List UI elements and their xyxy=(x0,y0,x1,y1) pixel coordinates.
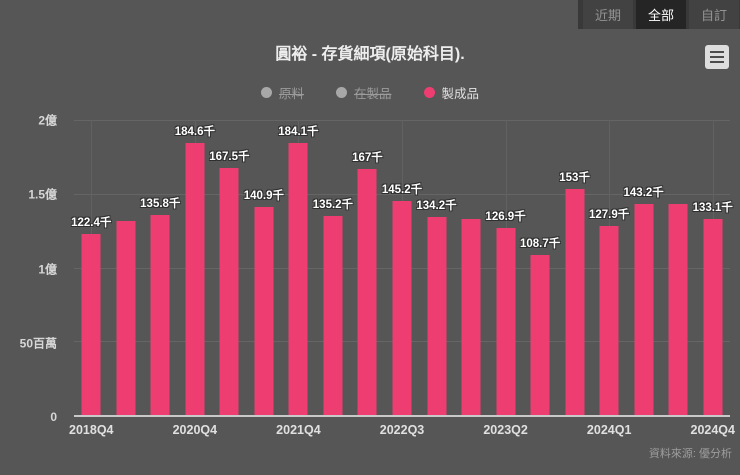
bar-slot xyxy=(661,120,696,415)
bar-value-label: 134.2千 xyxy=(416,200,457,213)
bar[interactable] xyxy=(219,167,239,415)
range-button-custom[interactable]: 自訂 xyxy=(688,0,739,29)
y-tick-label: 0 xyxy=(50,410,57,424)
x-axis: 2018Q4 2020Q4 2021Q4 2022Q3 2023Q2 2024Q1 2024… xyxy=(69,423,735,441)
source-credit: 資料來源: 優分析 xyxy=(648,448,732,460)
x-tick-label: 2021Q4 xyxy=(276,423,321,437)
bar-slot: 135.8千 xyxy=(140,120,181,415)
legend-dot-icon xyxy=(335,87,347,98)
bar-value-label: 167.5千 xyxy=(209,150,250,163)
bar-slot: 126.9千 xyxy=(485,120,526,415)
bar[interactable] xyxy=(427,217,446,415)
bar-slot xyxy=(109,120,144,415)
x-tick-label: 2018Q4 xyxy=(69,423,114,437)
x-tick-label: 2022Q3 xyxy=(379,423,425,437)
bar[interactable] xyxy=(323,215,343,415)
legend-item-finished-goods[interactable]: 製成品 xyxy=(423,83,480,102)
bar-value-label: 126.9千 xyxy=(485,210,526,223)
bar[interactable] xyxy=(565,189,585,415)
range-button-recent[interactable]: 近期 xyxy=(582,0,633,29)
y-axis: 2億 1.5億 1億 50百萬 0 xyxy=(0,114,66,425)
bar[interactable] xyxy=(530,254,550,415)
bar[interactable] xyxy=(599,226,619,415)
bar-slot: 108.7千 xyxy=(519,120,561,415)
bar[interactable] xyxy=(461,218,481,415)
x-tick-label: 2020Q4 xyxy=(172,423,218,437)
bar-value-label: 167千 xyxy=(352,151,383,164)
bar[interactable] xyxy=(185,142,205,415)
bar-value-label: 140.9千 xyxy=(243,190,285,203)
range-button-all[interactable]: 全部 xyxy=(635,0,686,29)
bar-value-label: 153千 xyxy=(559,172,590,185)
bar[interactable] xyxy=(150,214,170,415)
bar-slot: 127.9千 xyxy=(589,120,630,415)
bar[interactable] xyxy=(116,221,136,415)
legend-item-work-in-progress[interactable]: 在製品 xyxy=(335,83,392,102)
bar-value-label: 133.1千 xyxy=(692,201,733,214)
bar-slot: 135.2千 xyxy=(312,120,354,415)
bar-slot: 134.2千 xyxy=(416,120,457,415)
hamburger-bar xyxy=(710,60,724,64)
bar-value-label: 184.6千 xyxy=(174,125,215,138)
bar-slot xyxy=(454,120,489,415)
y-tick-label: 50百萬 xyxy=(19,336,57,351)
bar[interactable] xyxy=(392,200,412,415)
legend-dot-icon xyxy=(423,87,435,98)
y-tick-label: 1億 xyxy=(38,262,57,276)
bar-value-label: 108.7千 xyxy=(519,237,561,250)
y-tick-label: 1.5億 xyxy=(28,187,57,202)
legend-item-raw-material[interactable]: 原料 xyxy=(260,83,304,102)
legend-label: 製成品 xyxy=(441,87,480,101)
hamburger-bar xyxy=(710,50,724,54)
hamburger-menu-icon[interactable] xyxy=(705,45,729,69)
bar-slot: 140.9千 xyxy=(243,120,285,415)
bar[interactable] xyxy=(288,143,308,415)
bar-value-label: 135.8千 xyxy=(140,197,181,210)
bar-slot: 184.1千 xyxy=(278,120,319,415)
range-selector: 近期 全部 自訂 xyxy=(577,0,740,29)
legend-label: 原料 xyxy=(278,87,304,101)
bar[interactable] xyxy=(668,204,688,415)
bar-slot: 143.2千 xyxy=(623,120,664,415)
plot-area: 122.4千 135.8千 184.6千 167.5千 140.9千 184.1千 135.… xyxy=(71,120,733,417)
bar-slot: 122.4千 xyxy=(71,120,112,415)
bar-slot: 167千 xyxy=(350,120,385,415)
bar[interactable] xyxy=(81,234,101,415)
bar-value-label: 145.2千 xyxy=(381,183,423,196)
bar[interactable] xyxy=(496,227,516,415)
chart-title: 圓裕 - 存貨細項(原始科目). xyxy=(275,46,465,63)
x-tick-label: 2024Q4 xyxy=(690,423,735,437)
bar[interactable] xyxy=(703,218,723,415)
bar-value-label: 184.1千 xyxy=(278,126,319,139)
bar[interactable] xyxy=(634,203,654,415)
legend-label: 在製品 xyxy=(353,87,392,101)
bar-value-label: 135.2千 xyxy=(312,198,354,211)
bar-slot: 145.2千 xyxy=(381,120,423,415)
bar[interactable] xyxy=(254,207,274,415)
x-tick-label: 2023Q2 xyxy=(483,423,528,437)
bar-slot: 167.5千 xyxy=(209,120,250,415)
bar-value-label: 127.9千 xyxy=(589,209,630,222)
bar-slot: 133.1千 xyxy=(692,120,733,415)
hamburger-bar xyxy=(710,55,724,59)
bar[interactable] xyxy=(357,168,377,415)
legend-dot-icon xyxy=(260,87,272,98)
legend: 原料 在製品 製成品 xyxy=(0,83,740,102)
x-tick-label: 2024Q1 xyxy=(586,423,632,437)
bar-slot: 184.6千 xyxy=(174,120,215,415)
y-tick-label: 2億 xyxy=(38,113,57,128)
bar-value-label: 122.4千 xyxy=(71,217,112,230)
bar-slot: 153千 xyxy=(557,120,592,415)
bar-value-label: 143.2千 xyxy=(623,186,664,199)
